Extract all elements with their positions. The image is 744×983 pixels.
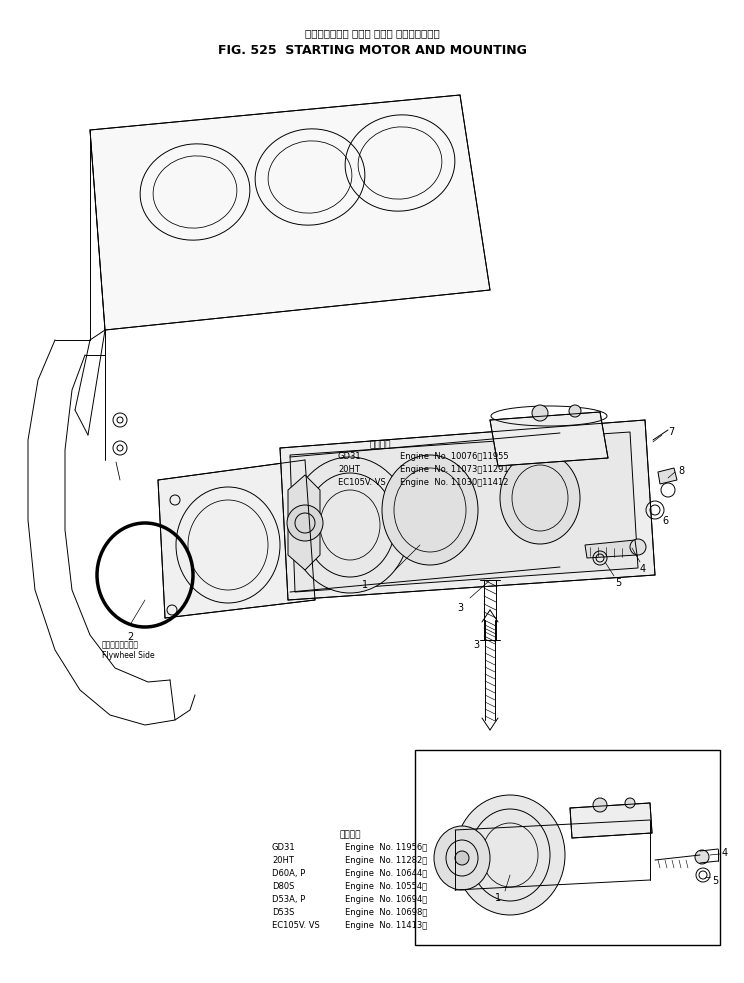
Text: 8: 8 (678, 466, 684, 476)
Polygon shape (280, 420, 655, 600)
Text: 4: 4 (722, 848, 728, 858)
Text: 20HT: 20HT (338, 465, 360, 474)
Circle shape (630, 539, 646, 555)
Circle shape (569, 405, 581, 417)
Polygon shape (90, 95, 490, 330)
Text: 20HT: 20HT (272, 856, 294, 865)
Ellipse shape (455, 795, 565, 915)
Text: 2: 2 (127, 632, 133, 642)
Text: 適用号機: 適用号機 (370, 440, 391, 449)
Text: Engine  No. 10644～: Engine No. 10644～ (345, 869, 427, 878)
Text: 適用号機: 適用号機 (340, 830, 362, 839)
Text: Engine  No. 11282～: Engine No. 11282～ (345, 856, 427, 865)
Text: D80S: D80S (272, 882, 295, 891)
Text: D53A, P: D53A, P (272, 895, 305, 904)
Text: フライホイール側: フライホイール側 (102, 640, 139, 649)
Bar (415, 750, 720, 945)
Text: 6: 6 (662, 516, 668, 526)
Circle shape (455, 851, 469, 865)
Polygon shape (585, 540, 637, 558)
Circle shape (625, 798, 635, 808)
Ellipse shape (176, 487, 280, 603)
Text: EC105V. VS: EC105V. VS (272, 921, 320, 930)
Text: GD31: GD31 (272, 843, 295, 852)
Text: D60A, P: D60A, P (272, 869, 305, 878)
Text: Engine  No. 10554～: Engine No. 10554～ (345, 882, 427, 891)
Text: Engine  No. 11956～: Engine No. 11956～ (345, 843, 427, 852)
Ellipse shape (382, 455, 478, 565)
Text: スターティング モータ および マウンティング: スターティング モータ および マウンティング (304, 28, 440, 38)
Text: D53S: D53S (272, 908, 295, 917)
Polygon shape (288, 475, 320, 570)
Polygon shape (570, 803, 652, 838)
Ellipse shape (434, 826, 490, 890)
Circle shape (287, 505, 323, 541)
Circle shape (593, 798, 607, 812)
Polygon shape (290, 432, 638, 592)
Text: Engine  No. 10698～: Engine No. 10698～ (345, 908, 427, 917)
Circle shape (695, 850, 709, 864)
Text: 1: 1 (495, 893, 501, 903)
Circle shape (532, 405, 548, 421)
Text: 7: 7 (668, 427, 674, 437)
Text: Engine  No. 11073～11291: Engine No. 11073～11291 (400, 465, 509, 474)
Text: Engine  No. 10076～11955: Engine No. 10076～11955 (400, 452, 509, 461)
Text: Engine  No. 11030～11412: Engine No. 11030～11412 (400, 478, 508, 487)
Text: FIG. 525  STARTING MOTOR AND MOUNTING: FIG. 525 STARTING MOTOR AND MOUNTING (217, 44, 527, 57)
Ellipse shape (500, 452, 580, 544)
Text: Engine  No. 10694～: Engine No. 10694～ (345, 895, 427, 904)
Text: GD31: GD31 (338, 452, 362, 461)
Polygon shape (658, 468, 677, 484)
Text: Engine  No. 11413～: Engine No. 11413～ (345, 921, 427, 930)
Polygon shape (490, 412, 608, 466)
Text: 3: 3 (473, 640, 479, 650)
Text: 5: 5 (712, 876, 718, 886)
Text: 3: 3 (457, 603, 463, 613)
Text: 1: 1 (362, 580, 368, 590)
Ellipse shape (290, 457, 410, 593)
Text: Flywheel Side: Flywheel Side (102, 651, 155, 660)
Text: EC105V. VS: EC105V. VS (338, 478, 385, 487)
Text: 4: 4 (640, 564, 646, 574)
Text: 5: 5 (615, 578, 621, 588)
Polygon shape (158, 460, 315, 618)
